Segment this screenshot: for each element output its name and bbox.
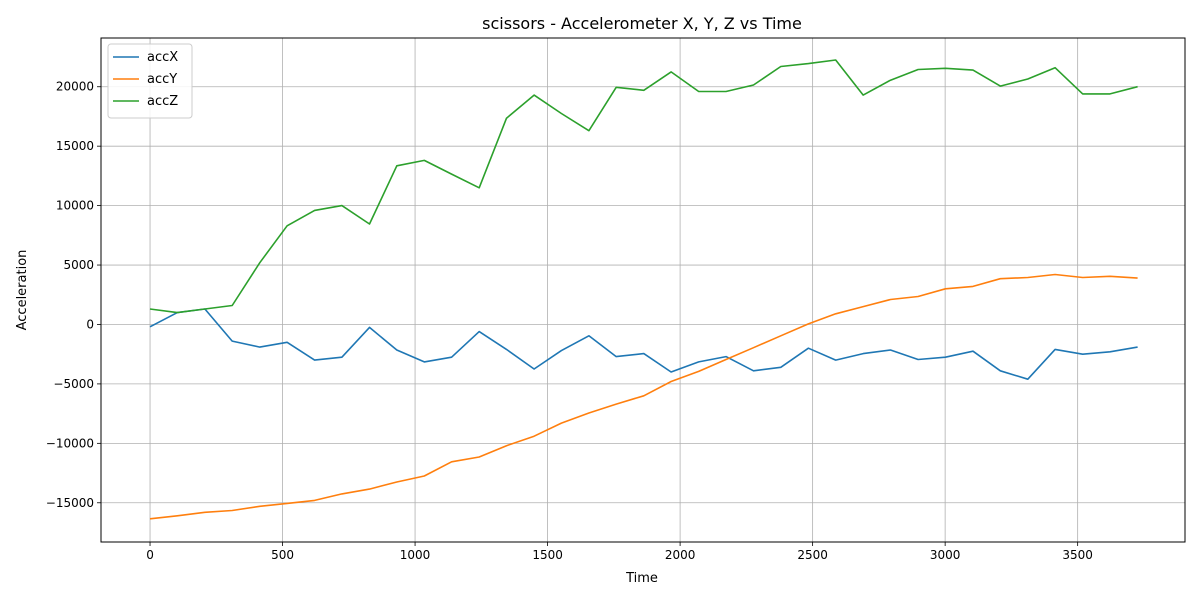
y-tick-label: 5000: [63, 258, 94, 272]
y-tick-label: −5000: [53, 377, 94, 391]
y-tick-label: 0: [86, 317, 94, 331]
x-axis-label: Time: [625, 571, 658, 586]
y-axis-label: Acceleration: [15, 250, 30, 331]
y-tick-label: 10000: [56, 199, 94, 213]
y-tick-label: 20000: [56, 80, 94, 94]
legend-label-accZ: accZ: [147, 94, 178, 109]
x-tick-label: 2000: [665, 548, 696, 562]
x-tick-label: 0: [146, 548, 154, 562]
x-tick-label: 3000: [930, 548, 961, 562]
series-line-accX: [149, 308, 1138, 381]
series-lines: [149, 59, 1138, 520]
y-axis-ticks: −15000 −10000 −5000 0 5000 10000 15000 20000: [46, 80, 101, 510]
plot-frame: [100, 37, 1186, 543]
y-tick-label: 15000: [56, 139, 94, 153]
legend-label-accY: accY: [147, 72, 177, 87]
legend-label-accX: accX: [147, 50, 178, 65]
x-axis-ticks: 0 500 1000 1500 2000 2500 3000 3500: [146, 542, 1093, 562]
y-tick-label: −10000: [46, 436, 94, 450]
legend: accX accY accZ: [107, 43, 193, 119]
grid: [101, 38, 1185, 542]
x-tick-label: 1500: [532, 548, 563, 562]
x-tick-label: 3500: [1062, 548, 1093, 562]
series-line-accY: [149, 273, 1138, 520]
series-line-accZ: [149, 59, 1138, 314]
legend-box: [107, 43, 193, 119]
chart-title: scissors - Accelerometer X, Y, Z vs Time: [482, 14, 802, 33]
x-tick-label: 1000: [400, 548, 431, 562]
y-tick-label: −15000: [46, 496, 94, 510]
x-tick-label: 2500: [797, 548, 828, 562]
x-tick-label: 500: [271, 548, 294, 562]
